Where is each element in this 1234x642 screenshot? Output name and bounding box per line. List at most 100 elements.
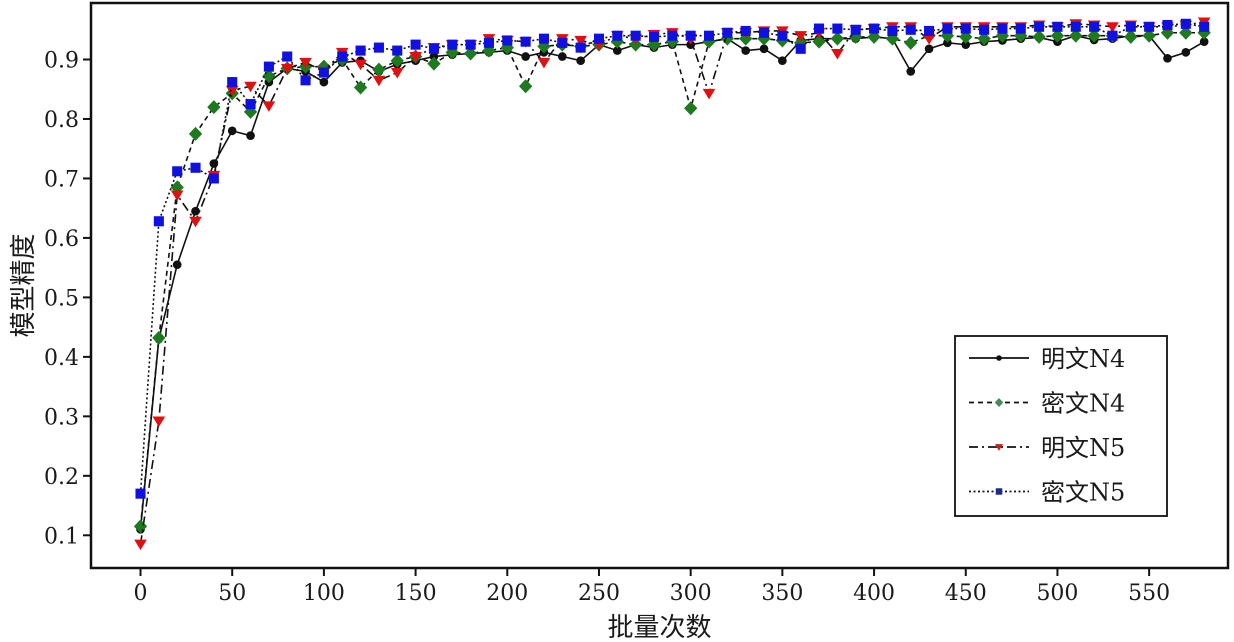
x-axis: 0 50 100 150 200 250 300 350 400 450 500 550: [134, 568, 1170, 606]
data-point: [961, 40, 971, 49]
data-point: [1069, 28, 1083, 43]
data-point: [537, 57, 551, 69]
data-point: [299, 57, 312, 69]
data-point: [354, 59, 367, 71]
legend-item-ciphertext-n5: 密文N5: [969, 479, 1125, 507]
data-point: [574, 35, 587, 47]
data-point: [245, 99, 256, 110]
x-tick-label: 50: [218, 581, 246, 606]
data-point: [135, 488, 146, 499]
data-point: [191, 206, 200, 216]
x-tick-label: 500: [1036, 581, 1078, 606]
data-point: [134, 539, 147, 551]
data-point: [740, 25, 751, 36]
data-point: [960, 23, 971, 34]
data-point: [869, 23, 880, 34]
data-point: [227, 77, 238, 88]
data-point: [1087, 28, 1101, 43]
data-point: [1144, 21, 1155, 32]
legend-marker: [996, 355, 1002, 361]
data-point: [282, 51, 293, 62]
data-point: [1050, 28, 1065, 43]
series-ciphertext-n5: [135, 18, 1210, 499]
data-point: [428, 43, 439, 54]
legend-item-plaintext-n4: 明文N4: [969, 345, 1125, 373]
data-point: [390, 68, 404, 79]
data-point: [373, 42, 384, 53]
data-point: [372, 75, 386, 87]
y-tick-label: 0.9: [44, 49, 79, 74]
legend-label: 明文N5: [1041, 434, 1125, 462]
y-tick-label: 0.6: [44, 227, 79, 252]
data-point: [887, 25, 898, 36]
data-point: [685, 30, 696, 41]
data-point: [1179, 25, 1193, 40]
data-point: [1052, 21, 1063, 32]
data-point: [924, 25, 935, 36]
data-point: [557, 52, 567, 61]
data-point: [1124, 29, 1138, 44]
y-tick-label: 0.1: [44, 524, 79, 549]
x-tick-label: 150: [395, 581, 437, 606]
x-axis-title: 批量次数: [607, 613, 711, 642]
data-point: [924, 44, 934, 54]
y-tick-label: 0.4: [44, 346, 79, 371]
data-point: [1106, 22, 1119, 33]
data-point: [906, 67, 916, 76]
data-point: [319, 77, 329, 87]
data-point: [445, 45, 459, 60]
data-point: [1125, 21, 1136, 32]
data-point: [152, 416, 166, 428]
data-point: [372, 62, 386, 77]
legend-label: 明文N4: [1041, 345, 1125, 373]
x-tick-label: 400: [853, 581, 895, 606]
data-point: [1199, 37, 1209, 46]
legend: 明文N4 密文N4 明文N5 密文N5: [954, 335, 1168, 517]
legend-marker: [994, 398, 1004, 407]
x-tick-label: 200: [486, 581, 528, 606]
data-point: [518, 79, 533, 94]
data-point: [447, 39, 458, 50]
series-line: [139, 23, 1205, 494]
data-point: [300, 75, 311, 86]
data-point: [997, 23, 1008, 34]
data-point: [758, 27, 770, 38]
legend-marker: [994, 444, 1004, 451]
data-point: [208, 173, 219, 184]
data-point: [170, 190, 184, 202]
data-point: [575, 42, 586, 53]
y-tick-label: 0.3: [44, 405, 79, 430]
data-point: [812, 34, 826, 49]
data-point: [172, 166, 183, 177]
plot-series: [133, 17, 1211, 551]
y-tick-label: 0.2: [44, 465, 79, 490]
data-point: [684, 101, 698, 116]
data-point: [317, 59, 331, 74]
data-point: [667, 30, 678, 41]
data-point: [465, 39, 476, 50]
legend-box: [954, 335, 1168, 517]
data-point: [1180, 18, 1191, 29]
data-point: [337, 51, 348, 62]
data-point: [612, 30, 623, 41]
data-point: [1199, 21, 1210, 32]
data-point: [831, 49, 844, 60]
data-point: [630, 30, 641, 41]
data-point: [702, 88, 716, 100]
y-axis: 0.1 0.2 0.3 0.4 0.5 0.6 0.7 0.8 0.9: [44, 49, 91, 549]
data-point: [759, 44, 769, 54]
x-tick-label: 450: [945, 581, 987, 606]
data-point: [152, 330, 166, 345]
data-point: [392, 45, 403, 56]
data-point: [832, 23, 843, 34]
data-point: [1032, 29, 1046, 44]
data-point: [1163, 53, 1172, 63]
data-point: [557, 37, 568, 48]
data-point: [905, 24, 916, 35]
data-point: [1015, 23, 1026, 34]
y-tick-label: 0.7: [44, 167, 79, 192]
data-point: [576, 56, 585, 66]
data-point: [172, 260, 182, 270]
data-point: [777, 30, 788, 41]
